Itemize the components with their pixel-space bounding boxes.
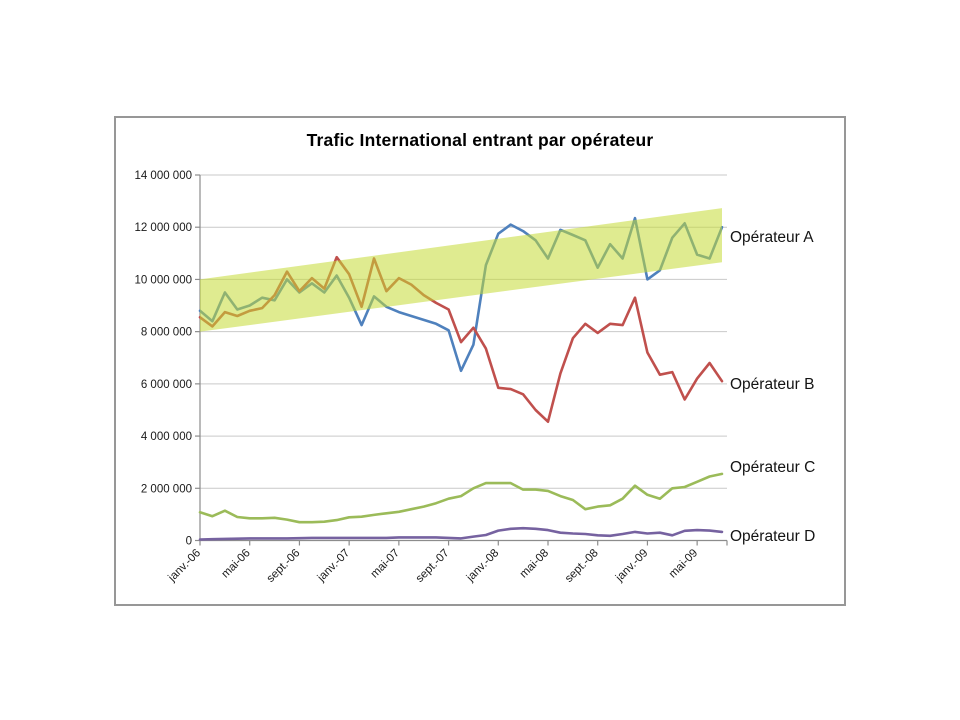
y-axis-label: 12 000 000 bbox=[134, 222, 192, 234]
x-axis-label: mai-07 bbox=[369, 547, 402, 580]
y-axis-label: 14 000 000 bbox=[134, 170, 192, 182]
chart-container bbox=[114, 116, 846, 606]
x-axis-label: mai-06 bbox=[219, 547, 252, 580]
y-axis-label: 0 bbox=[186, 536, 192, 548]
trend-highlight-band bbox=[200, 208, 722, 332]
series-label-operateur-a: Opérateur A bbox=[730, 229, 814, 246]
x-axis-label: janv.-07 bbox=[315, 547, 353, 585]
x-axis-label: janv.-09 bbox=[613, 547, 651, 585]
y-axis-label: 8 000 000 bbox=[141, 327, 192, 339]
x-axis-label: sept.-08 bbox=[563, 547, 601, 585]
y-axis-label: 6 000 000 bbox=[141, 379, 192, 391]
chart-title: Trafic International entrant par opérate… bbox=[306, 130, 654, 150]
x-axis-label: mai-09 bbox=[667, 547, 700, 580]
x-axis-label: janv.-06 bbox=[166, 547, 204, 585]
x-axis-label: mai-08 bbox=[518, 547, 551, 580]
series-label-operateur-d: Opérateur D bbox=[730, 528, 816, 545]
x-axis-label: sept.-06 bbox=[265, 547, 303, 585]
x-axis-label: janv.-08 bbox=[464, 547, 502, 585]
series-label-operateur-c: Opérateur C bbox=[730, 459, 816, 476]
y-axis-label: 10 000 000 bbox=[134, 274, 192, 286]
y-axis-label: 2 000 000 bbox=[141, 483, 192, 495]
series-line-operateur-d bbox=[198, 526, 724, 541]
y-axis-label: 4 000 000 bbox=[141, 431, 192, 443]
series-line-operateur-c bbox=[198, 472, 724, 524]
series-label-operateur-b: Opérateur B bbox=[730, 376, 815, 393]
x-axis-label: sept.-07 bbox=[414, 547, 452, 585]
